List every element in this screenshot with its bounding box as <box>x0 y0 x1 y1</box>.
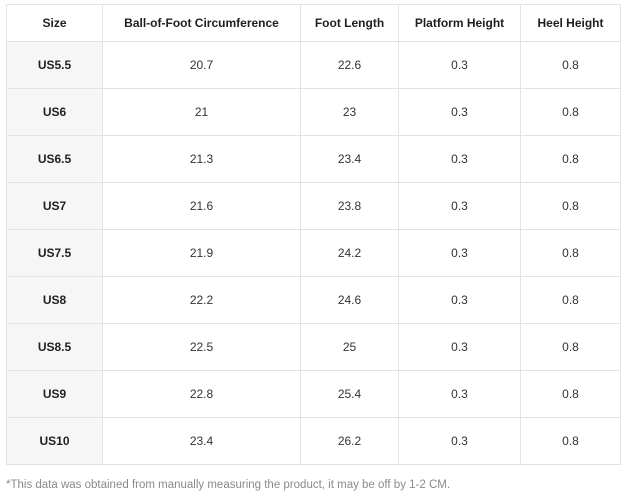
platform-height-cell: 0.3 <box>398 370 521 418</box>
header-foot-length: Foot Length <box>300 4 399 42</box>
ball-of-foot-cell: 21 <box>102 88 301 136</box>
ball-of-foot-cell: 21.3 <box>102 135 301 183</box>
table-row: US10 23.4 26.2 0.3 0.8 <box>6 417 621 465</box>
header-size: Size <box>6 4 103 42</box>
size-cell: US8.5 <box>6 323 103 371</box>
header-heel-height: Heel Height <box>520 4 621 42</box>
heel-height-cell: 0.8 <box>520 229 621 277</box>
foot-length-cell: 26.2 <box>300 417 399 465</box>
foot-length-cell: 25.4 <box>300 370 399 418</box>
heel-height-cell: 0.8 <box>520 135 621 183</box>
header-ball-of-foot: Ball-of-Foot Circumference <box>102 4 301 42</box>
table-row: US6 21 23 0.3 0.8 <box>6 88 621 136</box>
size-cell: US9 <box>6 370 103 418</box>
table-row: US8 22.2 24.6 0.3 0.8 <box>6 276 621 324</box>
heel-height-cell: 0.8 <box>520 41 621 89</box>
platform-height-cell: 0.3 <box>398 41 521 89</box>
measurement-footnote: *This data was obtained from manually me… <box>6 479 451 491</box>
ball-of-foot-cell: 20.7 <box>102 41 301 89</box>
size-cell: US7.5 <box>6 229 103 277</box>
foot-length-cell: 24.2 <box>300 229 399 277</box>
ball-of-foot-cell: 22.5 <box>102 323 301 371</box>
platform-height-cell: 0.3 <box>398 182 521 230</box>
foot-length-cell: 23.4 <box>300 135 399 183</box>
heel-height-cell: 0.8 <box>520 370 621 418</box>
table-header: Size Ball-of-Foot Circumference Foot Len… <box>6 4 621 42</box>
heel-height-cell: 0.8 <box>520 182 621 230</box>
size-cell: US7 <box>6 182 103 230</box>
heel-height-cell: 0.8 <box>520 276 621 324</box>
foot-length-cell: 25 <box>300 323 399 371</box>
heel-height-cell: 0.8 <box>520 88 621 136</box>
header-platform-height: Platform Height <box>398 4 521 42</box>
foot-length-cell: 22.6 <box>300 41 399 89</box>
foot-length-cell: 24.6 <box>300 276 399 324</box>
size-cell: US10 <box>6 417 103 465</box>
table-body: US5.5 20.7 22.6 0.3 0.8 US6 21 23 0.3 0.… <box>6 41 621 465</box>
platform-height-cell: 0.3 <box>398 417 521 465</box>
table-row: US6.5 21.3 23.4 0.3 0.8 <box>6 135 621 183</box>
ball-of-foot-cell: 23.4 <box>102 417 301 465</box>
table-row: US8.5 22.5 25 0.3 0.8 <box>6 323 621 371</box>
size-cell: US6 <box>6 88 103 136</box>
table-row: US7 21.6 23.8 0.3 0.8 <box>6 182 621 230</box>
heel-height-cell: 0.8 <box>520 417 621 465</box>
table-row: US7.5 21.9 24.2 0.3 0.8 <box>6 229 621 277</box>
ball-of-foot-cell: 22.2 <box>102 276 301 324</box>
size-cell: US8 <box>6 276 103 324</box>
size-cell: US6.5 <box>6 135 103 183</box>
table-row: US9 22.8 25.4 0.3 0.8 <box>6 370 621 418</box>
table-row: US5.5 20.7 22.6 0.3 0.8 <box>6 41 621 89</box>
platform-height-cell: 0.3 <box>398 323 521 371</box>
ball-of-foot-cell: 21.6 <box>102 182 301 230</box>
ball-of-foot-cell: 21.9 <box>102 229 301 277</box>
platform-height-cell: 0.3 <box>398 88 521 136</box>
size-table: Size Ball-of-Foot Circumference Foot Len… <box>6 4 621 465</box>
size-cell: US5.5 <box>6 41 103 89</box>
ball-of-foot-cell: 22.8 <box>102 370 301 418</box>
foot-length-cell: 23.8 <box>300 182 399 230</box>
platform-height-cell: 0.3 <box>398 229 521 277</box>
platform-height-cell: 0.3 <box>398 276 521 324</box>
header-row: Size Ball-of-Foot Circumference Foot Len… <box>6 4 621 42</box>
heel-height-cell: 0.8 <box>520 323 621 371</box>
platform-height-cell: 0.3 <box>398 135 521 183</box>
foot-length-cell: 23 <box>300 88 399 136</box>
